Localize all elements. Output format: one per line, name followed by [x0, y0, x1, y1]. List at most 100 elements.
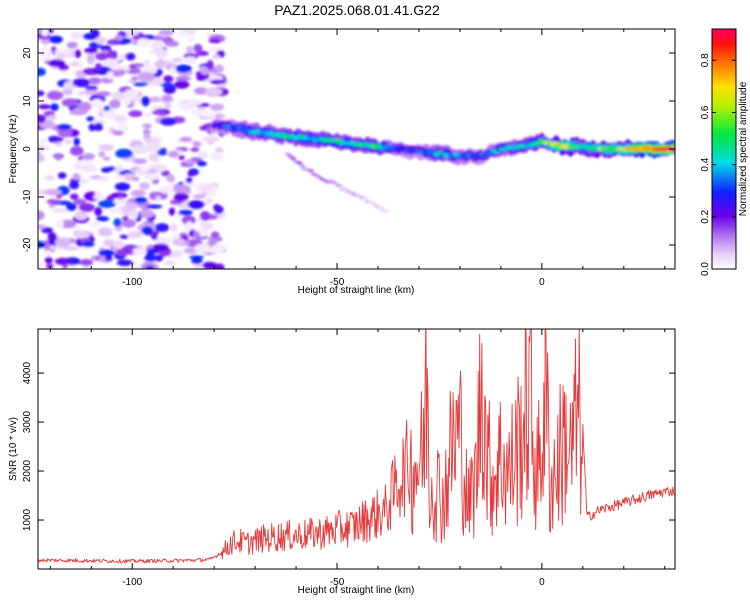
snr-x-tick-label: 0 — [539, 577, 545, 588]
noise-blob — [57, 127, 73, 138]
noise-blob — [69, 61, 80, 67]
noise-blob — [128, 110, 143, 118]
noise-blob — [38, 114, 46, 124]
noise-blob — [65, 139, 72, 145]
noise-blob — [119, 234, 129, 240]
secondary-branch-blob — [376, 205, 383, 209]
noise-blob — [144, 254, 158, 262]
noise-blob — [185, 46, 194, 54]
noise-blob — [74, 49, 82, 59]
noise-blob — [63, 246, 79, 251]
noise-blob — [117, 123, 129, 133]
noise-blob — [163, 75, 174, 83]
noise-blob — [204, 87, 223, 96]
noise-blob — [146, 204, 163, 209]
noise-blob — [77, 159, 95, 167]
noise-blob — [131, 76, 139, 81]
noise-blob — [143, 112, 153, 118]
noise-blob — [69, 146, 84, 156]
noise-blob — [76, 60, 84, 70]
noise-blob — [79, 178, 90, 185]
noise-blob — [81, 241, 95, 248]
noise-blob — [46, 199, 62, 204]
noise-blob — [206, 59, 214, 70]
noise-blob — [94, 206, 103, 217]
noise-blob — [183, 180, 196, 187]
snr-y-tick-label: 1000 — [22, 508, 33, 531]
colorbar: 0.0 0.2 0.4 0.6 0.8 Normalized spectral ampl… — [700, 28, 749, 276]
secondary-branch-blob — [347, 190, 354, 194]
noise-blob — [73, 230, 90, 239]
colorbar-tick-label: 0.8 — [700, 53, 711, 67]
noise-blob — [78, 203, 95, 212]
noise-blob — [144, 137, 160, 144]
noise-blob — [209, 184, 218, 193]
noise-blob — [66, 41, 79, 49]
noise-blob — [44, 249, 53, 257]
noise-blob — [171, 234, 181, 239]
noise-blob — [168, 207, 176, 216]
noise-blob — [169, 223, 178, 233]
noise-blob — [173, 192, 189, 202]
snr-axes: -100 -50 0 1000 2000 3000 4000 — [22, 329, 675, 588]
noise-blob — [177, 102, 190, 109]
noise-blob — [202, 136, 220, 143]
noise-blob — [149, 48, 157, 55]
noise-blob — [38, 67, 46, 77]
noise-blob — [52, 208, 69, 213]
noise-blob — [161, 94, 173, 103]
spectrogram-x-tick-label: -50 — [330, 277, 345, 288]
spectrogram-y-tick-label: 20 — [22, 47, 33, 59]
secondary-branch-blob — [382, 209, 389, 213]
noise-blob — [103, 239, 115, 247]
secondary-branch-blob — [307, 169, 314, 173]
noise-blob — [97, 227, 113, 237]
colorbar-gradient — [711, 28, 737, 270]
noise-blob — [51, 137, 64, 142]
noise-blob — [132, 176, 140, 182]
noise-blob — [98, 144, 115, 151]
noise-blob — [50, 103, 59, 112]
noise-blob — [112, 239, 124, 250]
noise-blob — [125, 52, 136, 61]
noise-blob — [87, 77, 102, 85]
noise-blob — [177, 31, 188, 38]
noise-blob — [95, 52, 110, 61]
noise-blob — [213, 204, 221, 211]
noise-blob — [196, 160, 207, 167]
secondary-branch-blob — [362, 197, 369, 200]
noise-blob — [107, 50, 115, 59]
noise-blob — [205, 198, 214, 203]
noise-blob — [69, 181, 80, 190]
noise-blob — [174, 76, 192, 81]
noise-blob — [47, 114, 57, 121]
noise-blob — [41, 227, 53, 234]
noise-blob — [38, 261, 44, 268]
noise-blob — [171, 238, 186, 246]
noise-blob — [181, 215, 196, 225]
noise-blob — [167, 150, 179, 158]
snr-x-tick-label: -100 — [122, 577, 142, 588]
noise-blob — [208, 38, 222, 44]
noise-blob — [103, 113, 119, 119]
noise-blob — [199, 68, 211, 75]
noise-blob — [209, 103, 225, 111]
colorbar-tick-label: 0.2 — [700, 209, 711, 223]
noise-blob — [123, 173, 136, 182]
noise-blob — [211, 244, 226, 253]
noise-blob — [38, 141, 44, 147]
noise-blob — [144, 59, 151, 66]
noise-blob — [166, 174, 176, 183]
noise-blob — [158, 29, 175, 36]
noise-blob — [46, 90, 64, 101]
noise-blob — [185, 158, 195, 165]
noise-blob — [38, 104, 51, 110]
noise-blob — [96, 216, 110, 222]
noise-blob — [200, 184, 213, 192]
noise-blob — [169, 66, 177, 76]
noise-blob — [159, 117, 177, 126]
noise-blob — [141, 225, 153, 235]
noise-blob — [137, 71, 155, 82]
noise-blob — [207, 46, 222, 52]
